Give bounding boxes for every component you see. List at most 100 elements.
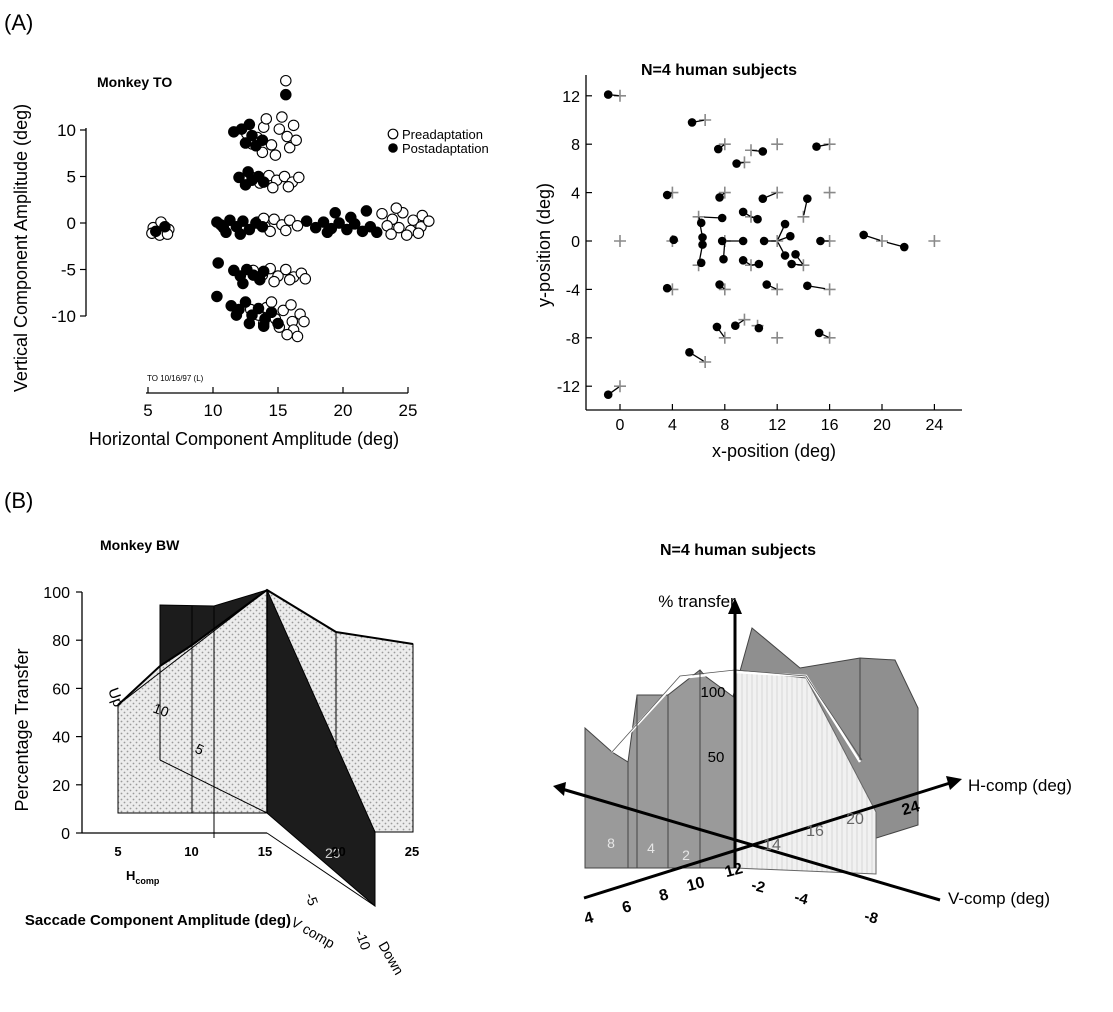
data-point-preadaptation	[285, 299, 297, 311]
data-point-postadaptation	[233, 171, 245, 184]
h-axis-arrow-icon	[946, 776, 962, 790]
x-tick-label: 10	[204, 401, 223, 420]
z-tick-50: 50	[708, 749, 725, 766]
saccade-endpoint	[754, 259, 764, 269]
data-point-postadaptation	[242, 166, 254, 178]
saccade-endpoint	[732, 159, 741, 168]
saccade-endpoint	[803, 281, 812, 291]
saccade-endpoint	[669, 235, 679, 245]
depth-axis-end-label: Down	[375, 939, 407, 978]
h-tick-label: 20	[846, 811, 864, 828]
saccade-endpoint	[712, 322, 722, 332]
data-point-preadaptation	[376, 207, 388, 220]
data-point-preadaptation	[260, 113, 273, 125]
target-marker	[771, 331, 784, 344]
saccade-endpoint	[738, 256, 748, 265]
data-point-preadaptation	[390, 202, 403, 214]
data-point-postadaptation	[256, 220, 269, 233]
x-tick-label: 0	[616, 417, 625, 434]
data-point-preadaptation	[267, 181, 279, 194]
saccade-endpoint	[662, 190, 672, 200]
target-marker	[614, 235, 626, 247]
v-tick-minus8: -8	[863, 908, 880, 928]
data-point-postadaptation	[159, 220, 171, 233]
chart-title: N=4 human subjects	[641, 62, 797, 79]
saccade-endpoint	[730, 321, 740, 331]
x-tick-label: 12	[768, 417, 786, 434]
data-point-postadaptation	[243, 317, 256, 330]
saccade-endpoint	[814, 328, 824, 338]
legend-entry-pre: Preadaptation	[402, 127, 483, 142]
x-tick-label: 16	[821, 417, 839, 434]
target-marker	[718, 283, 731, 296]
face-tick-8: 8	[607, 835, 615, 851]
data-point-postadaptation	[252, 302, 265, 315]
panel-label-a: (A)	[4, 10, 33, 35]
saccade-endpoint	[812, 142, 821, 151]
data-point-postadaptation	[150, 225, 162, 238]
y-tick-label: 4	[571, 186, 580, 203]
chart-title: Monkey TO	[97, 74, 172, 90]
y-tick-label: 0	[61, 826, 70, 843]
x-tick-label: 25	[399, 401, 418, 420]
saccade-endpoint	[696, 258, 706, 268]
legend-marker-post	[388, 143, 398, 153]
x-tick-label: 15	[269, 401, 288, 420]
y-tick-label: -5	[61, 261, 76, 280]
depth-axis	[266, 832, 376, 907]
x-axis-label: Saccade Component Amplitude (deg)	[25, 912, 291, 929]
depth-tick-minus10: -10	[352, 928, 374, 953]
data-point-postadaptation	[256, 134, 269, 146]
data-point-postadaptation	[360, 205, 373, 217]
depth-axis-label: V comp	[289, 914, 338, 952]
x-axis-h-label: Hcomp	[126, 868, 160, 886]
legend-marker-pre	[387, 128, 399, 140]
y-axis-label: Percentage Transfer	[12, 648, 32, 811]
data-point-preadaptation	[269, 149, 282, 161]
data-point-postadaptation	[257, 265, 270, 278]
x-tick-label: 20	[331, 844, 345, 859]
data-point-postadaptation	[211, 290, 223, 303]
saccade-endpoint	[662, 283, 672, 293]
data-point-preadaptation	[283, 273, 296, 286]
surface-label-10: 10	[151, 700, 171, 720]
saccade-endpoint	[859, 230, 868, 240]
y-tick-label: 10	[57, 121, 76, 140]
h-tick-label: 10	[685, 874, 707, 895]
y-axis-label: y-position (deg)	[534, 183, 554, 307]
data-point-postadaptation	[341, 223, 353, 236]
y-tick-label: 40	[52, 730, 70, 747]
saccade-endpoint	[715, 280, 724, 289]
data-point-postadaptation	[309, 221, 322, 234]
saccade-endpoint	[758, 147, 768, 156]
data-point-preadaptation	[282, 180, 295, 193]
v-tick-minus4: -4	[793, 889, 811, 909]
x-tick-label: 25	[405, 844, 419, 859]
y-tick-label: 8	[571, 137, 580, 154]
data-point-preadaptation	[273, 123, 286, 135]
v-axis-label: V-comp (deg)	[948, 889, 1050, 908]
data-point-preadaptation	[283, 141, 296, 154]
data-point-postadaptation	[345, 211, 357, 224]
data-point-preadaptation	[291, 330, 304, 343]
data-point-preadaptation	[265, 296, 278, 308]
data-point-postadaptation	[371, 226, 383, 239]
target-marker	[823, 283, 836, 296]
saccade-endpoint	[816, 236, 825, 246]
data-point-postadaptation	[212, 257, 224, 269]
h-tick-label: 4	[582, 909, 595, 928]
chart-human-scatter: N=4 human subjects 12 8 4 0 -4 -8 -12 0 4 8 12 16 2…	[534, 62, 962, 461]
z-axis-arrow-icon	[728, 598, 742, 614]
saccade-endpoint	[780, 251, 790, 260]
data-point-preadaptation	[287, 119, 300, 132]
data-point-preadaptation	[290, 134, 302, 146]
data-point-preadaptation	[385, 228, 397, 240]
data-point-preadaptation	[283, 214, 296, 226]
target-marker	[823, 186, 836, 199]
surface-grid	[117, 589, 268, 706]
h-tick-label: 14	[763, 837, 781, 854]
saccade-endpoint	[698, 233, 707, 242]
target-marker	[699, 356, 712, 368]
depth-tick-minus5: -5	[302, 891, 321, 908]
data-point-postadaptation	[317, 216, 330, 228]
